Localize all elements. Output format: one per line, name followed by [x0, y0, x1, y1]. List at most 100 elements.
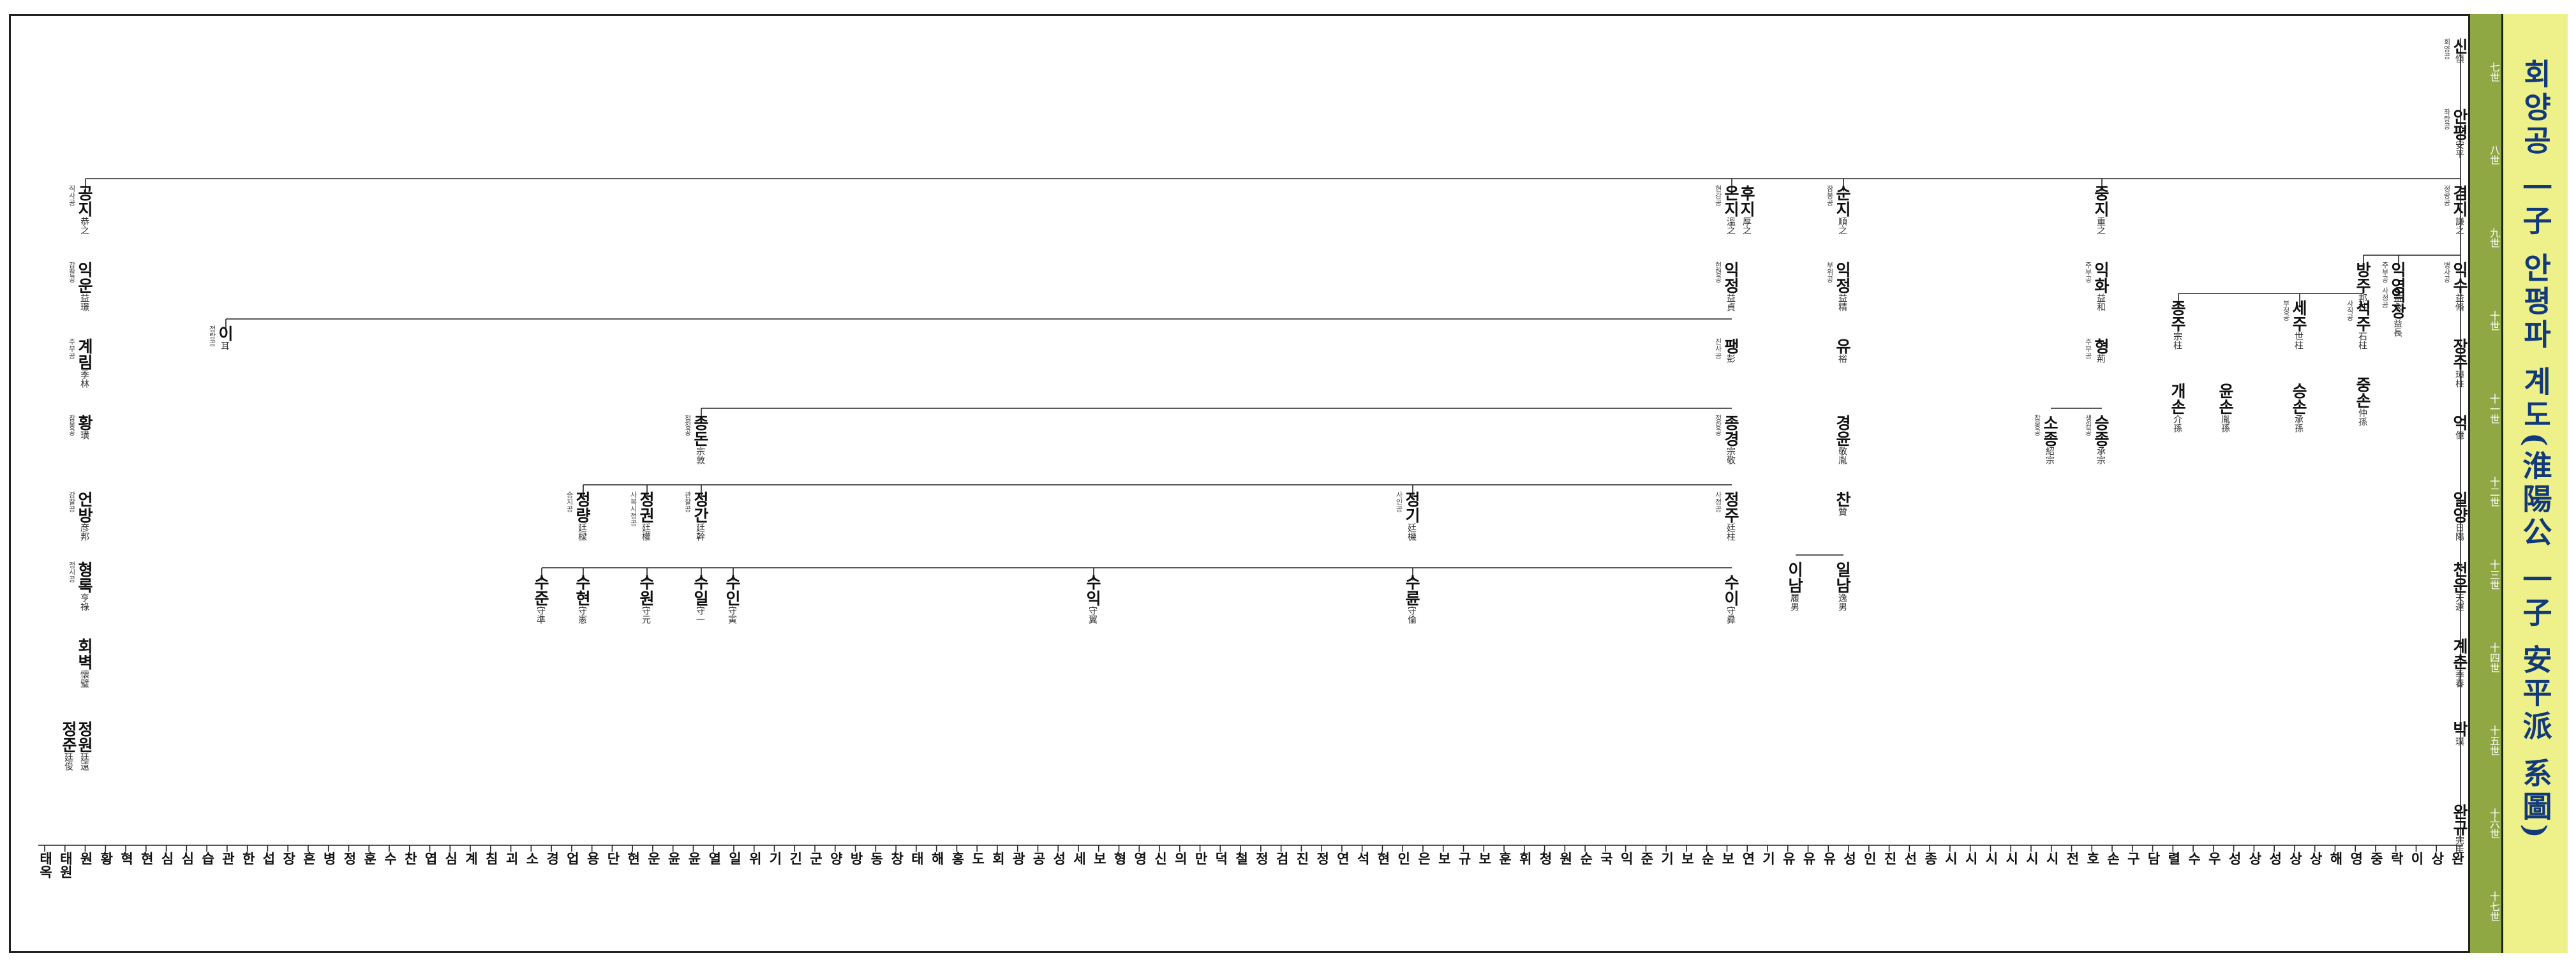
person-name: 정원	[75, 721, 94, 753]
person-node: 익화益和	[2092, 262, 2110, 311]
person-node: 안평安平	[2450, 108, 2469, 158]
person-hanja: 季林	[79, 370, 89, 388]
person-title: 부정공	[2282, 300, 2290, 321]
person-name: 수이	[1722, 574, 1740, 606]
leaf-node: 청	[1537, 852, 1553, 865]
leaf-node: 긴	[787, 852, 803, 865]
person-node: 유裕	[1833, 338, 1852, 363]
person-hanja: 廷樑	[577, 523, 587, 541]
person-name: 정주	[1722, 491, 1740, 523]
leaf-node: 순	[1578, 852, 1594, 865]
person-node: 억億	[2450, 415, 2469, 440]
person-name: 신	[2450, 38, 2469, 54]
person-node: 정간廷幹	[691, 491, 710, 541]
leaf-node: 창	[889, 852, 905, 865]
leaf-node: 습	[200, 852, 216, 865]
person-name: 익영	[2388, 262, 2407, 293]
person-title: 주부공	[68, 338, 76, 359]
leaf-node: 보	[1436, 852, 1452, 865]
leaf-node: 계	[463, 852, 479, 865]
person-hanja: 守翼	[1087, 606, 1098, 624]
leaf-node: 인	[1396, 852, 1411, 865]
person-hanja: 彦邦	[79, 523, 89, 541]
leaf-node: 시	[1963, 852, 1979, 865]
person-name: 형	[2092, 338, 2110, 354]
leaf-node: 위	[747, 852, 763, 865]
leaf-node: 엽	[422, 852, 438, 865]
person-hanja: 耳	[220, 341, 230, 350]
person-hanja: 完圭	[2454, 836, 2464, 854]
generation-label: 八世	[2488, 145, 2500, 165]
person-name: 수익	[1083, 574, 1102, 606]
leaf-node: 심	[179, 852, 195, 865]
person-name: 천운	[2450, 561, 2469, 593]
person-hanja: 益永	[2392, 293, 2402, 311]
person-name: 방주	[2353, 262, 2372, 293]
person-name: 중손	[2353, 376, 2372, 408]
person-name: 수륜	[1403, 574, 1421, 606]
person-node: 천운天運	[2450, 561, 2469, 611]
person-node: 종경宗敬	[1722, 415, 1740, 464]
leaf-node: 윤	[686, 852, 702, 865]
person-hanja: 宗柱	[2172, 332, 2182, 350]
person-node: 수현守憲	[573, 574, 592, 624]
person-hanja: 承孫	[2293, 415, 2304, 433]
person-name: 중지	[2092, 185, 2110, 217]
leaf-node: 손	[2105, 852, 2120, 865]
person-title: 주부공	[2084, 262, 2092, 283]
person-hanja: 世柱	[2293, 332, 2304, 350]
person-title: 정랑공	[208, 325, 216, 346]
leaf-node: 우	[2206, 852, 2222, 865]
leaf-node: 심	[443, 852, 459, 865]
person-name: 공지	[75, 185, 94, 217]
leaf-node: 이	[2409, 852, 2425, 865]
leaf-node: 장	[281, 852, 297, 865]
leaf-node: 기	[767, 852, 783, 865]
leaf-node: 운	[645, 852, 661, 865]
leaf-node: 연	[1740, 852, 1756, 865]
leaf-node: 진	[1882, 852, 1898, 865]
person-title: 참봉공	[1826, 185, 1834, 206]
person-name: 승종	[2092, 415, 2110, 447]
person-name: 수현	[573, 574, 592, 606]
leaf-node: 상	[2307, 852, 2323, 865]
person-node: 익영益永	[2388, 262, 2407, 311]
person-hanja: 懷璧	[79, 670, 89, 688]
person-node: 후지厚之	[1738, 185, 1756, 235]
person-hanja: 益和	[2096, 293, 2106, 311]
person-name: 찬	[1833, 491, 1852, 507]
leaf-node: 유	[1801, 852, 1817, 865]
leaf-node: 현	[1375, 852, 1391, 865]
leaf-node: 덕	[1213, 852, 1229, 865]
generation-label: 九世	[2488, 228, 2500, 248]
leaf-node: 구	[2125, 852, 2141, 865]
leaf-node: 태원	[57, 852, 73, 878]
person-name: 황	[75, 415, 94, 431]
person-name: 후지	[1738, 185, 1756, 217]
person-hanja: 益貞	[1725, 293, 1736, 311]
person-title: 감찰공	[68, 262, 76, 283]
person-node: 형록亨祿	[75, 561, 94, 611]
person-node: 신愼	[2450, 38, 2469, 63]
leaf-node: 종	[1923, 852, 1939, 865]
person-hanja: 宗敦	[695, 447, 705, 464]
person-name: 익수	[2450, 262, 2469, 293]
person-node: 정원廷遠	[75, 721, 94, 771]
person-name: 온지	[1722, 185, 1740, 217]
person-hanja: 廷權	[641, 523, 651, 541]
person-name: 순지	[1833, 185, 1852, 217]
person-title: 주부공	[2381, 262, 2389, 283]
person-name: 이	[216, 325, 234, 341]
person-hanja: 謙之	[2454, 217, 2464, 235]
person-node: 종돈宗敦	[691, 415, 710, 464]
person-name: 종주	[2168, 300, 2187, 332]
person-hanja: 廷柱	[1725, 523, 1736, 541]
person-name: 익화	[2092, 262, 2110, 293]
leaf-node: 수	[382, 852, 398, 865]
person-node: 장주璋柱	[2450, 338, 2469, 388]
leaf-node: 도	[970, 852, 986, 865]
leaf-node: 병	[321, 852, 337, 865]
person-name: 익장	[2388, 287, 2407, 319]
leaf-node: 혁	[119, 852, 135, 865]
